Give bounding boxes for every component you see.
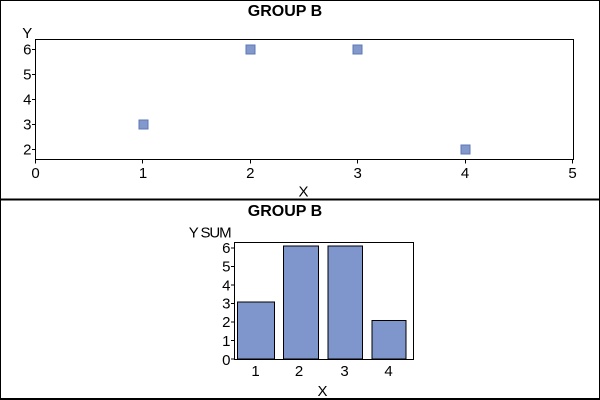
svg-text:6: 6 [222, 240, 230, 257]
svg-text:0: 0 [222, 352, 230, 369]
svg-text:Y SUM: Y SUM [189, 225, 231, 242]
svg-text:3: 3 [354, 165, 362, 182]
svg-text:2: 2 [246, 165, 254, 182]
svg-text:GROUP B: GROUP B [248, 203, 322, 220]
svg-text:4: 4 [23, 92, 31, 109]
svg-text:2: 2 [295, 363, 303, 380]
svg-text:4: 4 [461, 165, 469, 182]
svg-text:2: 2 [23, 142, 31, 159]
svg-text:5: 5 [222, 259, 230, 276]
svg-text:GROUP B: GROUP B [248, 3, 322, 20]
svg-text:1: 1 [251, 363, 259, 380]
svg-text:X: X [317, 383, 327, 400]
svg-text:3: 3 [222, 296, 230, 313]
svg-text:2: 2 [222, 314, 230, 331]
svg-text:4: 4 [384, 363, 392, 380]
svg-text:5: 5 [568, 165, 576, 182]
svg-text:5: 5 [23, 67, 31, 84]
svg-text:0: 0 [31, 165, 39, 182]
svg-text:1: 1 [222, 333, 230, 350]
svg-text:3: 3 [340, 363, 348, 380]
svg-text:X: X [298, 184, 308, 201]
svg-text:1: 1 [139, 165, 147, 182]
svg-text:Y: Y [22, 25, 32, 42]
svg-text:6: 6 [23, 42, 31, 59]
svg-text:4: 4 [222, 277, 230, 294]
svg-text:3: 3 [23, 117, 31, 134]
